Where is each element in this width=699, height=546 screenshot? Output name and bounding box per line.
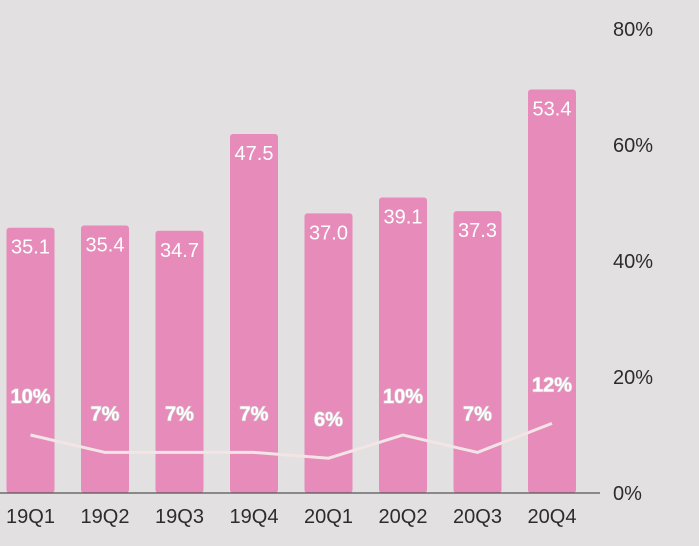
x-axis-ticks: 19Q1 19Q2 19Q3 19Q4 20Q1 20Q2 20Q3 20Q4 <box>6 506 576 528</box>
x-tick-label-20Q2: 20Q2 <box>379 506 428 528</box>
bar-20Q2 <box>379 197 427 493</box>
growth-value-label-20Q3: 7% <box>463 403 492 425</box>
y-axis-ticks: 0% 20% 40% 60% 80% <box>613 19 653 505</box>
bar-value-label-19Q3: 34.7 <box>160 240 199 262</box>
bar-20Q4 <box>528 89 576 493</box>
bar-value-label-20Q3: 37.3 <box>458 220 497 242</box>
x-tick-label-20Q1: 20Q1 <box>304 506 353 528</box>
bar-20Q1 <box>304 213 353 494</box>
x-tick-label-20Q4: 20Q4 <box>528 506 577 528</box>
bar-value-label-20Q4: 53.4 <box>533 98 572 120</box>
x-tick-label-19Q4: 19Q4 <box>230 506 279 528</box>
y-tick-label-0: 0% <box>613 483 642 505</box>
x-tick-label-19Q3: 19Q3 <box>155 506 204 528</box>
bar-value-labels: 35.1 35.4 34.7 47.5 37.0 39.1 37.3 53.4 <box>11 98 571 261</box>
x-tick-label-19Q2: 19Q2 <box>81 506 130 528</box>
growth-value-label-20Q4: 12% <box>532 374 572 396</box>
bar-value-label-19Q1: 35.1 <box>11 237 50 259</box>
bar-value-label-20Q1: 37.0 <box>309 222 348 244</box>
x-tick-label-20Q3: 20Q3 <box>453 506 502 528</box>
y-tick-label-80: 80% <box>613 19 653 41</box>
bar-19Q4 <box>230 134 278 493</box>
bar-value-label-19Q2: 35.4 <box>86 234 125 256</box>
bar-20Q3 <box>453 211 502 493</box>
bar-19Q3 <box>155 230 204 494</box>
y-tick-label-60: 60% <box>613 135 653 157</box>
growth-value-label-19Q1: 10% <box>10 386 50 408</box>
y-tick-label-40: 40% <box>613 251 653 273</box>
growth-value-label-20Q1: 6% <box>314 409 343 431</box>
growth-series <box>30 422 553 460</box>
bar-19Q2 <box>81 225 129 493</box>
growth-value-label-19Q4: 7% <box>240 403 269 425</box>
growth-value-label-20Q2: 10% <box>383 386 423 408</box>
growth-value-label-19Q3: 7% <box>165 403 194 425</box>
bar-series <box>6 89 576 494</box>
bar-19Q1 <box>6 227 55 493</box>
y-tick-label-20: 20% <box>613 367 653 389</box>
growth-value-labels: 10% 7% 7% 7% 6% 10% 7% 12% <box>10 374 573 432</box>
growth-value-label-19Q2: 7% <box>91 403 120 425</box>
growth-line <box>30 422 553 460</box>
x-tick-label-19Q1: 19Q1 <box>6 506 55 528</box>
bar-value-label-19Q4: 47.5 <box>235 143 274 165</box>
bar-value-label-20Q2: 39.1 <box>384 207 423 229</box>
